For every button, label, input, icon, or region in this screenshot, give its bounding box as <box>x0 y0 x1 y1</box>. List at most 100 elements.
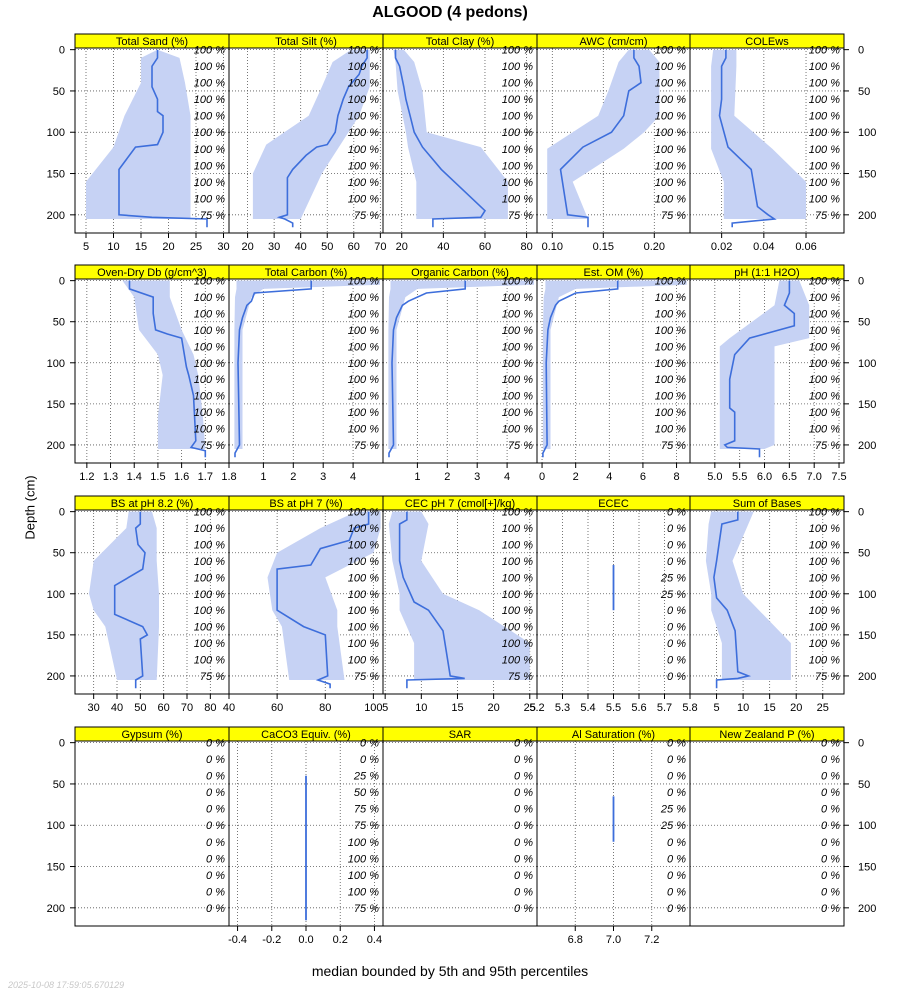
y-tick-label: 0 <box>858 738 864 750</box>
pct-label: 100 % <box>809 127 840 139</box>
panel-bs-at-ph-8-2 <box>70 495 230 699</box>
y-tick-label: 100 <box>858 358 876 370</box>
pct-label: 100 % <box>348 374 379 386</box>
pct-label: 100 % <box>809 391 840 403</box>
pct-label: 100 % <box>348 424 379 436</box>
x-tick-label: 2 <box>290 471 296 483</box>
pct-label: 100 % <box>502 292 533 304</box>
y-tick-label: 100 <box>858 589 876 601</box>
pct-label: 100 % <box>348 572 379 584</box>
pct-label: 100 % <box>655 78 686 90</box>
pct-label: 100 % <box>502 309 533 321</box>
pct-label: 100 % <box>348 78 379 90</box>
pct-label: 0 % <box>667 886 686 898</box>
pct-label: 0 % <box>667 540 686 552</box>
pct-label: 0 % <box>667 556 686 568</box>
pct-label: 100 % <box>502 556 533 568</box>
pct-label: 100 % <box>348 556 379 568</box>
x-tick-label: 5.4 <box>580 702 595 714</box>
pct-label: 100 % <box>809 292 840 304</box>
pct-label: 100 % <box>502 341 533 353</box>
pct-label: 100 % <box>194 94 225 106</box>
pct-label: 100 % <box>809 407 840 419</box>
x-tick-label: 10 <box>737 702 749 714</box>
pct-label: 100 % <box>348 309 379 321</box>
pct-label: 100 % <box>502 540 533 552</box>
pct-label: 100 % <box>809 540 840 552</box>
panel-total-carbon <box>228 264 384 468</box>
pct-label: 0 % <box>667 787 686 799</box>
pct-label: 100 % <box>655 94 686 106</box>
x-tick-label: 4 <box>350 471 356 483</box>
x-tick-label: -0.2 <box>262 934 281 946</box>
x-tick-label: 1.5 <box>150 471 165 483</box>
pct-label: 25 % <box>353 771 379 783</box>
percentile-band <box>267 511 381 680</box>
pct-label: 100 % <box>502 276 533 288</box>
x-tick-label: 5.7 <box>657 702 672 714</box>
pct-label: 75 % <box>508 210 533 222</box>
x-tick-label: 6.5 <box>782 471 797 483</box>
pct-label: 100 % <box>194 407 225 419</box>
x-axis-label: median bounded by 5th and 95th percentil… <box>311 963 589 979</box>
pct-label: 100 % <box>194 556 225 568</box>
panel-sum-of-bases <box>689 495 849 699</box>
x-tick-label: 0.2 <box>333 934 348 946</box>
y-tick-label: 100 <box>47 358 65 370</box>
pct-label: 0 % <box>206 771 225 783</box>
pct-label: 100 % <box>809 655 840 667</box>
x-tick-label: 1 <box>414 471 420 483</box>
y-tick-label: 50 <box>858 86 870 98</box>
x-tick-label: 30 <box>88 702 100 714</box>
y-tick-label: 150 <box>858 169 876 181</box>
x-tick-label: 0.15 <box>593 241 614 253</box>
x-tick-label: 5 <box>713 702 719 714</box>
x-tick-label: 6.8 <box>568 934 583 946</box>
pct-label: 100 % <box>655 276 686 288</box>
pct-label: 100 % <box>348 193 379 205</box>
pct-label: 100 % <box>502 605 533 617</box>
x-tick-label: 5 <box>83 241 89 253</box>
y-tick-label: 50 <box>858 779 870 791</box>
y-tick-label: 150 <box>47 630 65 642</box>
strip-label: Al Saturation (%) <box>572 729 655 741</box>
pct-label: 100 % <box>348 358 379 370</box>
x-tick-label: 20 <box>790 702 802 714</box>
y-tick-label: 200 <box>47 671 65 683</box>
y-tick-label: 0 <box>858 507 864 519</box>
pct-label: 0 % <box>514 754 533 766</box>
strip <box>689 726 845 742</box>
pct-label: 100 % <box>348 160 379 172</box>
pct-label: 100 % <box>502 160 533 172</box>
median-line <box>113 511 149 689</box>
x-tick-label: 5 <box>382 702 388 714</box>
pct-label: 75 % <box>354 210 379 222</box>
pct-label: 100 % <box>194 655 225 667</box>
x-tick-label: 3 <box>320 471 326 483</box>
pct-label: 100 % <box>655 144 686 156</box>
x-tick-label: 15 <box>451 702 463 714</box>
pct-label: 100 % <box>655 424 686 436</box>
panel-total-sand <box>70 33 230 238</box>
strip-label: Organic Carbon (%) <box>411 267 509 279</box>
x-tick-label: 5.6 <box>631 702 646 714</box>
pct-label: 100 % <box>194 341 225 353</box>
x-tick-label: 60 <box>158 702 170 714</box>
y-tick-label: 50 <box>53 317 65 329</box>
pct-label: 100 % <box>348 45 379 57</box>
pct-label: 0 % <box>206 837 225 849</box>
pct-label: 100 % <box>194 325 225 337</box>
pct-label: 100 % <box>194 292 225 304</box>
pct-label: 75 % <box>815 210 840 222</box>
pct-label: 100 % <box>655 111 686 123</box>
x-tick-label: -0.4 <box>228 934 247 946</box>
panel-colews <box>689 33 849 238</box>
pct-label: 100 % <box>194 45 225 57</box>
pct-label: 0 % <box>514 738 533 750</box>
pct-label: 100 % <box>502 638 533 650</box>
x-tick-label: 80 <box>204 702 216 714</box>
pct-label: 100 % <box>809 572 840 584</box>
pct-label: 100 % <box>809 111 840 123</box>
x-tick-label: 70 <box>181 702 193 714</box>
pct-label: 100 % <box>655 61 686 73</box>
